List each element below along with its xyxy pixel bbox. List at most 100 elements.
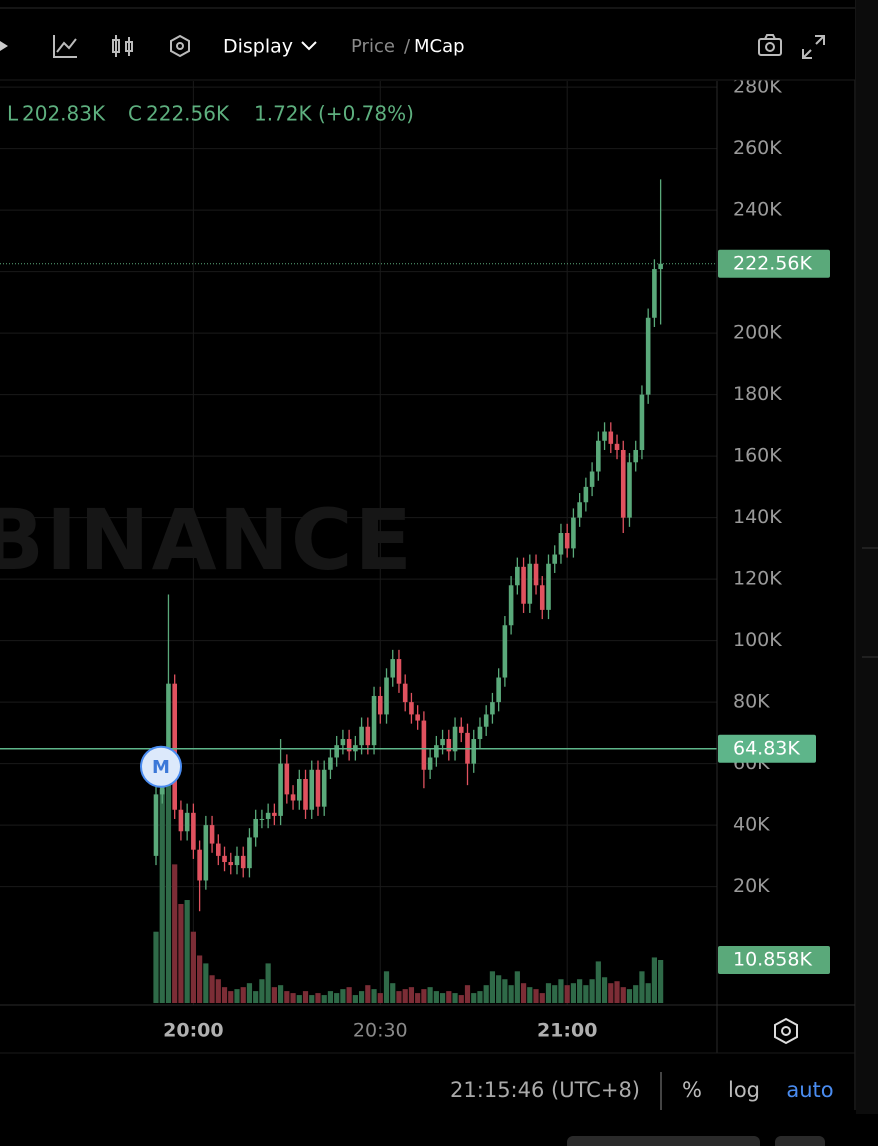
volume-bar — [620, 987, 626, 1003]
volume-bar — [483, 985, 489, 1003]
candle-body — [483, 714, 489, 727]
candle-body — [490, 702, 495, 715]
volume-bar — [421, 989, 427, 1003]
auto-toggle[interactable]: auto — [786, 1078, 833, 1102]
axis-settings-icon[interactable] — [774, 1017, 798, 1045]
candle-body — [533, 563, 539, 586]
indicator-icon[interactable] — [53, 35, 77, 58]
candle-body — [191, 812, 196, 850]
candle-body — [633, 449, 639, 463]
volume-bar — [265, 963, 271, 1003]
candle-body — [539, 585, 545, 610]
y-tick-label: 80K — [733, 691, 770, 713]
volume-bar — [464, 985, 471, 1003]
fullscreen-icon[interactable] — [802, 35, 825, 59]
volume-bar — [570, 983, 577, 1003]
candle-body — [365, 726, 371, 746]
y-tick-label: 20K — [733, 875, 770, 897]
volume-bar — [284, 991, 290, 1003]
volume-bar — [489, 971, 496, 1003]
volume-bar — [228, 991, 234, 1003]
volume-bar — [583, 985, 589, 1003]
bottom-tab[interactable] — [775, 1136, 825, 1146]
candle-body — [434, 745, 439, 758]
price-toggle[interactable]: Price — [351, 36, 395, 57]
x-tick-label: 20:00 — [163, 1020, 223, 1042]
volume-badge — [718, 945, 830, 974]
candle-body — [471, 739, 477, 764]
legend-close: 222.56K — [146, 102, 230, 126]
candle-body — [583, 486, 589, 503]
mcap-toggle[interactable]: MCap — [414, 36, 465, 57]
volume-bar — [402, 989, 408, 1003]
clock: 21:15:46 (UTC+8) — [450, 1078, 640, 1102]
candle-type-icon[interactable] — [112, 35, 133, 57]
volume-bar — [327, 991, 334, 1003]
volume-bar — [552, 985, 558, 1003]
display-chevron[interactable] — [301, 41, 317, 51]
grid — [0, 81, 717, 1005]
volume-bar — [159, 789, 165, 1003]
candle-body — [247, 837, 252, 869]
volume-bar — [234, 989, 240, 1003]
candle-body — [652, 269, 657, 318]
candle-body — [409, 702, 414, 715]
settings-hex-icon[interactable] — [170, 34, 190, 58]
time-axis: 20:00 20:30 21:00 — [163, 1020, 597, 1042]
volume-bar — [558, 979, 564, 1003]
volume-bar — [315, 993, 321, 1003]
candle-body — [440, 739, 445, 746]
candle-body — [589, 471, 595, 487]
volume-bar — [539, 993, 545, 1003]
candle-body — [377, 695, 383, 715]
volume-bar — [340, 989, 346, 1003]
toolbar — [0, 0, 855, 80]
volume-bar — [545, 983, 552, 1003]
volume-bar — [365, 985, 371, 1003]
candle-body — [658, 263, 663, 270]
volume-bar — [296, 995, 302, 1003]
percent-toggle[interactable]: % — [682, 1078, 702, 1102]
marker-letter: M — [152, 757, 170, 778]
candle-body — [216, 843, 221, 856]
candle-body — [415, 714, 420, 721]
candle-body — [178, 809, 184, 832]
volume-bar — [278, 985, 284, 1003]
volume-bar — [221, 987, 228, 1003]
candle-body — [334, 745, 339, 758]
volume-bar — [184, 900, 190, 1003]
candle-body — [284, 763, 290, 795]
log-toggle[interactable]: log — [728, 1078, 760, 1102]
y-tick-label: 120K — [733, 568, 782, 590]
volume-bar — [215, 979, 221, 1003]
candle-body — [577, 502, 582, 518]
candle-body — [259, 818, 265, 820]
camera-icon[interactable] — [758, 34, 782, 56]
candle-body — [228, 862, 234, 866]
volume-bar — [645, 983, 651, 1003]
volume-bar — [577, 979, 583, 1003]
volume-bar — [520, 983, 527, 1003]
toggle-separator: / — [404, 36, 411, 57]
volume-bar — [601, 977, 608, 1003]
dropdown-arrow[interactable] — [0, 41, 8, 51]
candle-body — [290, 794, 296, 801]
candle-body — [645, 317, 651, 395]
display-button[interactable]: Display — [223, 36, 293, 58]
volume-bar — [502, 979, 508, 1003]
candle-body — [571, 517, 576, 549]
volume-label: 10.858K — [733, 948, 812, 970]
legend-low-prefix: L — [7, 102, 19, 126]
volume-bar — [458, 995, 464, 1003]
volume-bar — [477, 991, 483, 1003]
candle-body — [272, 812, 277, 816]
candle-body — [620, 449, 626, 518]
volume-bar — [496, 975, 502, 1003]
candle-body — [396, 659, 402, 684]
y-tick-label: 140K — [733, 506, 782, 528]
bottom-tab[interactable] — [567, 1136, 760, 1146]
volume-bar — [408, 987, 415, 1003]
y-tick-label: 240K — [733, 199, 782, 221]
candle-body — [602, 431, 607, 441]
volume-bar — [651, 957, 657, 1003]
